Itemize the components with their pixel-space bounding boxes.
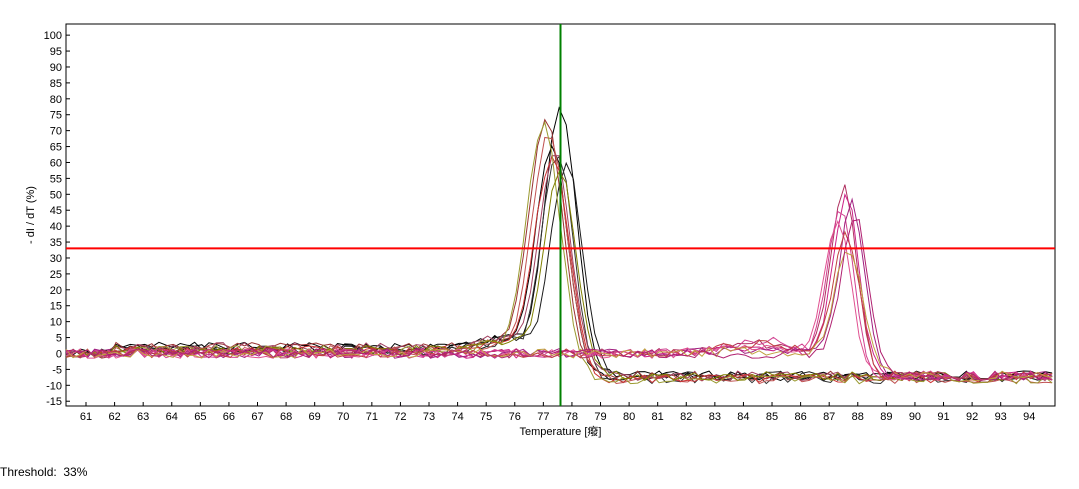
x-tick-label: 67: [251, 411, 263, 423]
series-line: [65, 230, 1053, 381]
x-tick-label: 88: [852, 411, 864, 423]
y-tick-label: 85: [50, 78, 62, 90]
x-tick-label: 83: [709, 411, 721, 423]
threshold-readout: Threshold: 33%: [0, 465, 87, 479]
x-tick-label: 65: [194, 411, 206, 423]
y-tick-label: -10: [46, 380, 62, 392]
x-tick-label: 62: [108, 411, 120, 423]
y-tick-label: 90: [50, 62, 62, 74]
x-axis-ticks: 61 62 63 64 65 66 67 68 69 70 71 72 73 74 75 76 77 78 79 80…: [80, 402, 1035, 423]
y-tick-label: -5: [52, 364, 62, 376]
x-tick-label: 72: [394, 411, 406, 423]
y-tick-label: 15: [50, 301, 62, 313]
y-tick-label: 50: [50, 189, 62, 201]
x-tick-label: 82: [680, 411, 692, 423]
y-tick-label: 65: [50, 142, 62, 154]
x-tick-label: 93: [995, 411, 1007, 423]
x-tick-label: 77: [537, 411, 549, 423]
x-tick-label: 66: [223, 411, 235, 423]
x-tick-label: 89: [880, 411, 892, 423]
y-tick-label: 55: [50, 173, 62, 185]
x-tick-label: 90: [909, 411, 921, 423]
y-tick-label: -15: [46, 396, 62, 408]
x-tick-label: 78: [566, 411, 578, 423]
x-tick-label: 73: [423, 411, 435, 423]
y-tick-label: 35: [50, 237, 62, 249]
x-tick-label: 64: [166, 411, 178, 423]
x-tick-label: 80: [623, 411, 635, 423]
x-tick-label: 81: [652, 411, 664, 423]
x-axis-label: Temperature [癈]: [520, 424, 602, 438]
series-line: [65, 219, 1053, 382]
y-axis-label: - dI / dT (%): [25, 186, 37, 244]
y-tick-label: 80: [50, 94, 62, 106]
y-tick-label: 10: [50, 317, 62, 329]
series-layer: [65, 106, 1053, 385]
y-tick-label: 95: [50, 46, 62, 58]
x-tick-label: 75: [480, 411, 492, 423]
x-tick-label: 68: [280, 411, 292, 423]
x-tick-label: 61: [80, 411, 92, 423]
x-tick-label: 91: [937, 411, 949, 423]
x-tick-label: 63: [137, 411, 149, 423]
x-tick-label: 84: [737, 411, 749, 423]
y-tick-label: 30: [50, 253, 62, 265]
x-tick-label: 85: [766, 411, 778, 423]
y-tick-label: 100: [44, 30, 62, 42]
x-tick-label: 69: [309, 411, 321, 423]
x-tick-label: 70: [337, 411, 349, 423]
y-tick-label: 45: [50, 205, 62, 217]
x-tick-label: 87: [823, 411, 835, 423]
y-tick-label: 70: [50, 126, 62, 138]
x-tick-label: 71: [366, 411, 378, 423]
x-tick-label: 94: [1023, 411, 1035, 423]
y-tick-label: 20: [50, 285, 62, 297]
threshold-value: 33%: [63, 465, 88, 479]
melt-curve-chart: -15 -10 -5 0 5 10 15 20 25 30 35 40 45 50 55 60 65 70 75 80…: [25, 23, 1056, 438]
y-tick-label: 75: [50, 110, 62, 122]
x-tick-label: 92: [966, 411, 978, 423]
x-tick-label: 86: [794, 411, 806, 423]
y-tick-label: 0: [56, 348, 62, 360]
series-line: [65, 251, 1053, 381]
x-tick-label: 79: [594, 411, 606, 423]
x-tick-label: 74: [451, 411, 463, 423]
y-tick-label: 40: [50, 221, 62, 233]
x-tick-label: 76: [509, 411, 521, 423]
y-axis-ticks: -15 -10 -5 0 5 10 15 20 25 30 35 40 45 50 55 60 65 70 75 80…: [44, 30, 70, 408]
y-tick-label: 25: [50, 269, 62, 281]
y-tick-label: 60: [50, 157, 62, 169]
threshold-label: Threshold:: [0, 465, 57, 479]
y-tick-label: 5: [56, 333, 62, 345]
